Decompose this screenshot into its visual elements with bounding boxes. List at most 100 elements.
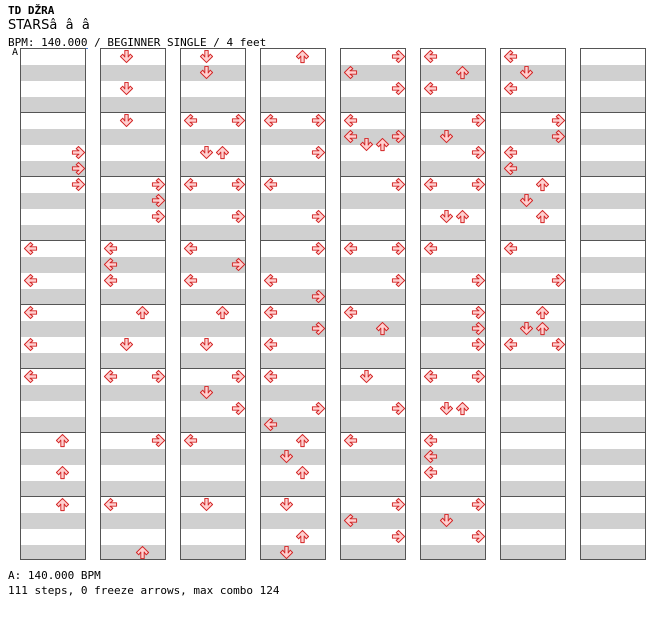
step-arrow-down [359,369,374,384]
beat-band [21,481,85,497]
step-arrow-down [279,545,294,559]
measure-line [581,304,645,305]
beat-band [261,481,325,497]
chart-column-8 [580,48,646,560]
step-arrow-up [55,465,70,480]
step-arrow-left [423,241,438,256]
song-subtitle: STARSâ â â [8,18,90,33]
beat-band [581,353,645,369]
beat-band [21,545,85,559]
step-arrow-right [391,49,405,64]
measure-line [501,368,565,369]
beat-band [181,225,245,241]
measure-line [181,112,245,113]
beat-band [341,545,405,559]
beat-band [21,417,85,433]
step-arrow-down [119,337,134,352]
beat-band [341,353,405,369]
beat-band [421,449,485,465]
step-arrow-left [23,273,38,288]
measure-line [421,432,485,433]
measure-line [501,176,565,177]
measure-line [181,304,245,305]
step-arrow-up [455,65,470,80]
step-arrow-left [343,305,358,320]
beat-band [421,513,485,529]
beat-band [421,65,485,81]
measure-line [21,432,85,433]
step-arrow-right [471,337,485,352]
step-arrow-left [423,81,438,96]
measure-line [21,304,85,305]
bpm-legend: A: 140.000 BPM [8,569,101,582]
measure-line [21,368,85,369]
beat-band [421,129,485,145]
beat-band [101,513,165,529]
step-arrow-up [55,497,70,512]
step-arrow-right [391,129,405,144]
beat-band [341,225,405,241]
step-arrow-right [391,81,405,96]
beat-band [101,129,165,145]
beat-band [261,129,325,145]
chart-column-7 [500,48,566,560]
beat-band [581,417,645,433]
step-arrow-right [471,177,485,192]
beat-band [581,321,645,337]
beat-band [101,417,165,433]
beat-band [501,545,565,559]
measure-line [421,176,485,177]
step-arrow-left [103,273,118,288]
chart-column-3 [180,48,246,560]
step-arrow-right [311,145,325,160]
beat-band [21,161,85,177]
measure-line [341,176,405,177]
beat-band [341,289,405,305]
step-arrow-right [311,209,325,224]
step-arrow-left [183,177,198,192]
step-arrow-up [455,209,470,224]
step-arrow-left [343,513,358,528]
step-arrow-down [119,81,134,96]
beat-band [341,481,405,497]
beat-band [261,353,325,369]
beat-band [21,321,85,337]
step-arrow-down [359,137,374,152]
measure-line [501,304,565,305]
beat-band [181,65,245,81]
beat-band [101,225,165,241]
measure-line [21,176,85,177]
measure-line [581,112,645,113]
beat-band [181,353,245,369]
step-arrow-left [343,65,358,80]
step-arrow-down [199,385,214,400]
beat-band [581,449,645,465]
beat-band [421,257,485,273]
step-arrow-down [199,497,214,512]
beat-band [341,321,405,337]
beat-band [581,513,645,529]
step-arrow-down [519,321,534,336]
step-arrow-left [423,465,438,480]
beat-band [581,289,645,305]
step-arrow-right [151,209,165,224]
step-arrow-left [343,113,358,128]
beat-band [181,129,245,145]
step-arrow-up [455,401,470,416]
step-arrow-right [71,145,85,160]
beat-band [261,513,325,529]
step-arrow-left [263,273,278,288]
beat-band [181,257,245,273]
beat-band [261,161,325,177]
beat-band [501,65,565,81]
beat-band [421,417,485,433]
step-arrow-left [503,145,518,160]
measure-line [21,240,85,241]
beat-band [581,385,645,401]
beat-band [261,385,325,401]
measure-line [501,240,565,241]
beat-band [101,449,165,465]
measure-line [181,368,245,369]
measure-line [261,304,325,305]
step-arrow-right [391,241,405,256]
